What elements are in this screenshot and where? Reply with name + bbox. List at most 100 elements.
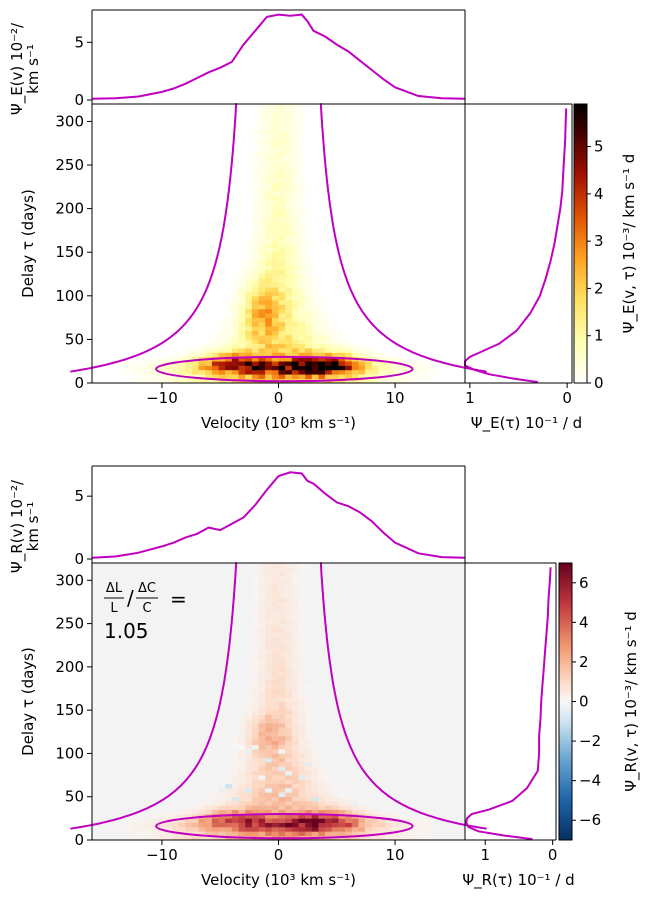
right-marginal-tick-label: 0	[562, 389, 572, 407]
heatmap-cell	[258, 291, 266, 297]
heatmap-cell	[185, 378, 193, 384]
heatmap-cell	[251, 679, 259, 685]
heatmap-cell	[265, 199, 273, 205]
heatmap-cell	[331, 788, 339, 793]
heatmap-cell	[265, 766, 273, 772]
heatmap-cell	[245, 308, 253, 314]
heatmap-cell	[251, 178, 259, 183]
heatmap-cell	[411, 827, 419, 832]
heatmap-cell	[278, 304, 286, 310]
heatmap-cell	[318, 814, 326, 819]
heatmap-cell	[151, 814, 159, 819]
heatmap-cell	[278, 675, 286, 681]
heatmap-cell	[325, 361, 333, 366]
heatmap-cell	[251, 809, 259, 815]
heatmap-cell	[305, 274, 313, 279]
heatmap-cell	[338, 352, 346, 358]
heatmap-cell	[318, 788, 326, 793]
heatmap-cell	[225, 814, 233, 819]
heatmap-cell	[271, 317, 279, 323]
heatmap-cell	[311, 356, 319, 362]
heatmap-cell	[298, 671, 306, 676]
heatmap-cell	[285, 147, 293, 153]
heatmap-cell	[278, 783, 286, 789]
heatmap-cell	[305, 697, 313, 702]
heatmap-cell	[265, 282, 273, 288]
heatmap-cell	[258, 117, 266, 122]
heatmap-cell	[245, 714, 253, 720]
heatmap-cell	[285, 317, 293, 323]
heatmap-cell	[218, 835, 226, 841]
heatmap-cell	[311, 335, 319, 340]
heatmap-cell	[405, 814, 413, 819]
heatmap-cell	[265, 278, 273, 284]
heatmap-cell	[245, 792, 253, 798]
heatmap-cell	[211, 374, 219, 379]
heatmap-cell	[258, 567, 266, 572]
heatmap-cell	[318, 365, 326, 371]
heatmap-cell	[211, 827, 219, 832]
heatmap-cell	[345, 378, 353, 384]
heatmap-cell	[225, 809, 233, 815]
heatmap-cell	[291, 801, 299, 806]
heatmap-cell	[258, 770, 266, 776]
heatmap-cell	[218, 809, 226, 815]
heatmap-cell	[231, 788, 239, 793]
heatmap-cell	[365, 352, 373, 358]
heatmap-cell	[318, 779, 326, 785]
heatmap-cell	[258, 619, 266, 624]
heatmap-cell	[278, 230, 286, 236]
heatmap-cell	[271, 138, 279, 144]
heatmap-cell	[265, 234, 273, 240]
heatmap-cell	[338, 369, 346, 375]
heatmap-cell	[278, 369, 286, 375]
heatmap-cell	[258, 104, 266, 109]
heatmap-cell	[298, 125, 306, 131]
heatmap-cell	[285, 671, 293, 676]
heatmap-cell	[298, 563, 306, 568]
heatmap-cell	[405, 831, 413, 836]
colorbar-tick-label: 6	[579, 574, 589, 592]
heatmap-cell	[331, 822, 339, 828]
heatmap-cell	[291, 783, 299, 789]
heatmap-cell	[258, 675, 266, 681]
heatmap-cell	[251, 165, 259, 170]
heatmap-cell	[278, 147, 286, 153]
heatmap-cell	[225, 365, 233, 371]
heatmap-cell	[251, 779, 259, 785]
heatmap-cell	[245, 282, 253, 288]
heatmap-cell	[265, 714, 273, 720]
heatmap-cell	[258, 343, 266, 349]
heatmap-cell	[331, 779, 339, 785]
heatmap-cell	[365, 809, 373, 815]
heatmap-cell	[298, 597, 306, 603]
heatmap-cell	[271, 112, 279, 118]
heatmap-cell	[271, 356, 279, 362]
heatmap-cell	[238, 783, 246, 789]
heatmap-cell	[251, 330, 259, 336]
heatmap-cell	[251, 688, 259, 694]
heatmap-cell	[231, 796, 239, 802]
heatmap-cell	[358, 809, 366, 815]
heatmap-cell	[238, 749, 246, 754]
annotation-frac-top-1: ΔL	[106, 581, 123, 596]
heatmap-cell	[271, 247, 279, 253]
heatmap-cell	[278, 156, 286, 161]
heatmap-cell	[271, 243, 279, 249]
heatmap-cell	[425, 827, 432, 832]
heatmap-cell	[278, 575, 286, 581]
heatmap-cell	[285, 112, 293, 118]
heatmap-cell	[291, 356, 299, 362]
heatmap-cell	[278, 705, 286, 711]
heatmap-cell	[145, 822, 153, 828]
heatmap-cell	[251, 125, 259, 131]
heatmap-cell	[265, 636, 273, 642]
heatmap-cell	[305, 330, 313, 336]
x-tick-label: 0	[274, 846, 284, 864]
heatmap-cell	[231, 753, 239, 759]
heatmap-cell	[291, 134, 299, 140]
heatmap-cell	[245, 796, 253, 802]
heatmap-cell	[171, 378, 179, 384]
colorbar-tick-label: 5	[594, 138, 604, 156]
